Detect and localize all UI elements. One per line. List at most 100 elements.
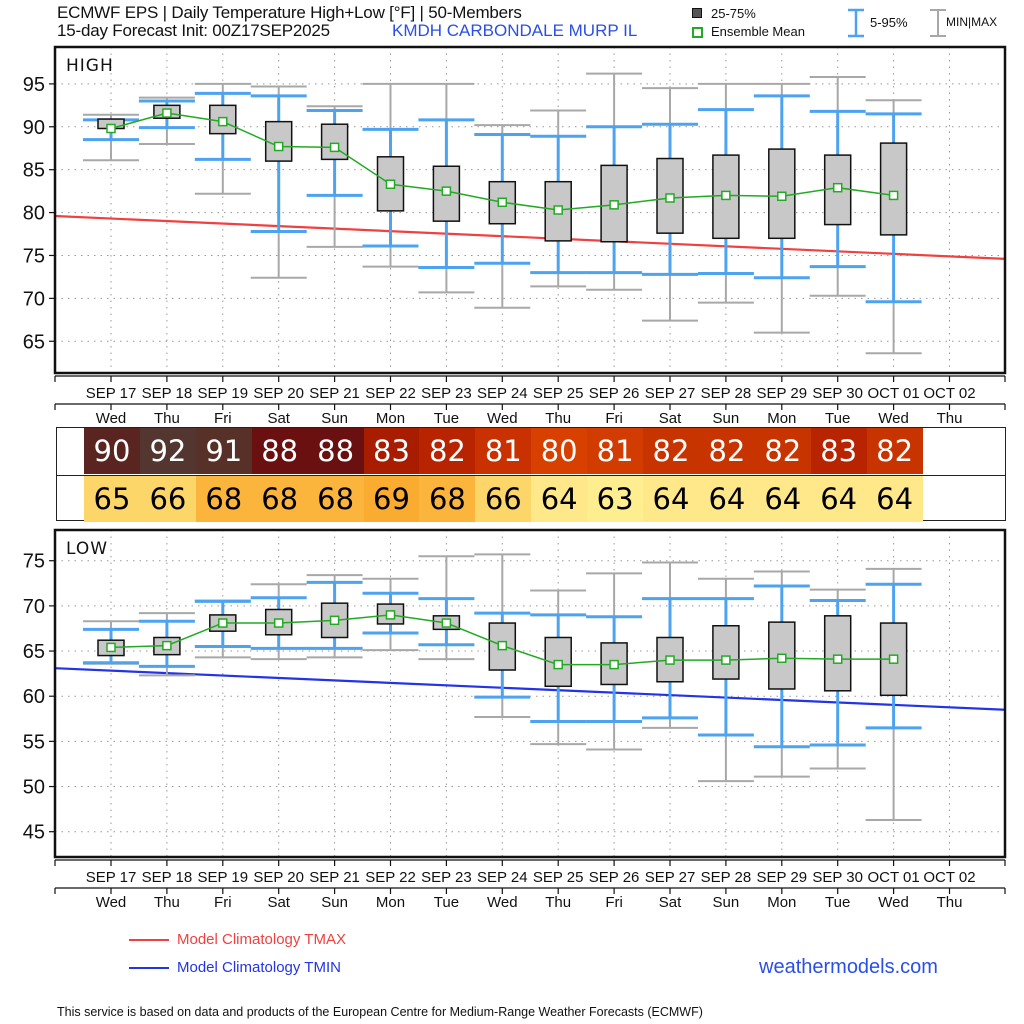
x-date-label: SEP 20: [253, 385, 304, 402]
mean-marker: [497, 197, 508, 208]
x-weekday-label: Wed: [487, 410, 518, 427]
x-date-label: SEP 24: [477, 385, 528, 402]
x-weekday-label: Sun: [321, 410, 348, 427]
forecast-init: 15-day Forecast Init: 00Z17SEP2025: [57, 21, 330, 40]
x-date-label: SEP 25: [533, 869, 584, 886]
y-tick-label: 75: [23, 245, 45, 267]
mean-marker: [273, 141, 284, 152]
x-weekday-label: Thu: [545, 894, 571, 911]
high-value-cell: 91: [195, 428, 252, 474]
low-panel-frame: [53, 528, 1007, 859]
mean-legend-icon: [692, 27, 703, 38]
high-value-cell: 88: [251, 428, 308, 474]
y-tick-label: 70: [23, 596, 45, 618]
x-date-label: SEP 24: [477, 869, 528, 886]
x-weekday-label: Sun: [321, 894, 348, 911]
station-name: KMDH CARBONDALE MURP IL: [392, 21, 638, 40]
high-panel-title: HIGH: [66, 56, 114, 76]
mean-legend-label: Ensemble Mean: [711, 24, 805, 39]
tmax-legend-label: Model Climatology TMAX: [177, 931, 346, 948]
mean-marker: [609, 200, 619, 210]
x-weekday-label: Sat: [267, 894, 290, 911]
brand-link[interactable]: weathermodels.com: [759, 956, 938, 978]
high-value-cell: 81: [587, 428, 644, 474]
low-value-cell: 64: [866, 476, 923, 522]
x-weekday-label: Wed: [96, 894, 127, 911]
x-date-label: SEP 26: [589, 869, 640, 886]
mean-marker: [777, 653, 787, 664]
x-date-label: SEP 19: [197, 869, 248, 886]
low-panel-title: LOW: [66, 539, 108, 559]
x-weekday-label: Thu: [937, 410, 963, 427]
mean-marker: [665, 193, 675, 203]
x-weekday-label: Wed: [487, 894, 518, 911]
mean-marker: [441, 618, 452, 628]
x-date-label: SEP 26: [589, 385, 640, 402]
x-weekday-label: Mon: [376, 894, 405, 911]
high-values-row: 90 92 91 88 88 83 82 81 80 81 82 82 82 83 82: [57, 428, 1005, 474]
x-weekday-label: Wed: [878, 894, 909, 911]
high-value-cell: 90: [84, 428, 140, 474]
mean-marker: [721, 655, 731, 665]
tmin-legend-label: Model Climatology TMIN: [177, 959, 341, 976]
y-tick-label: 50: [23, 777, 45, 799]
high-value-cell: 83: [363, 428, 420, 474]
iqr-box: [264, 120, 293, 162]
mean-marker: [441, 186, 452, 196]
x-weekday-label: Sat: [659, 894, 682, 911]
low-box-sep-28: [697, 577, 754, 783]
low-value-cell: 64: [643, 476, 699, 522]
iqr-box: [712, 625, 740, 680]
low-box-sep-24: [474, 553, 531, 718]
mean-marker: [888, 190, 899, 201]
chart-title: ECMWF EPS | Daily Temperature High+Low […: [57, 3, 522, 22]
x-date-label: SEP 30: [812, 385, 863, 402]
x-weekday-label: Thu: [154, 894, 180, 911]
mean-marker: [162, 108, 172, 118]
y-tick-label: 45: [23, 822, 45, 844]
box-legend-icon: [692, 8, 702, 18]
x-weekday-label: Fri: [214, 894, 232, 911]
x-weekday-label: Tue: [434, 410, 459, 427]
high-climatology-line: [54, 214, 1006, 260]
x-weekday-label: Tue: [434, 894, 459, 911]
low-value-cell: 69: [363, 476, 420, 522]
high-panel: 65 70 75 80 85 90 95 HIGH SEP 17 Wed SEP 18 Thu SEP …: [23, 45, 1007, 427]
x-weekday-label: Mon: [376, 410, 405, 427]
x-weekday-label: Sat: [659, 410, 682, 427]
x-date-label: SEP 18: [142, 385, 193, 402]
iqr-box: [488, 180, 517, 225]
high-value-cell: 88: [307, 428, 364, 474]
mean-marker: [106, 642, 116, 653]
y-tick-label: 55: [23, 731, 45, 753]
x-date-label: SEP 21: [309, 869, 360, 886]
high-panel-frame: [53, 45, 1007, 375]
iqr-box: [823, 615, 852, 692]
x-date-label: SEP 17: [86, 385, 137, 402]
low-value-cell: 63: [587, 476, 644, 522]
y-tick-label: 80: [23, 203, 45, 225]
mean-marker: [553, 205, 563, 215]
y-tick-label: 75: [23, 551, 45, 573]
low-value-cell: 68: [307, 476, 364, 522]
low-box-sep-30: [809, 588, 866, 770]
mean-marker: [273, 618, 284, 628]
x-weekday-label: Thu: [545, 410, 571, 427]
whisker-legend-label: 5-95%: [870, 15, 908, 30]
y-tick-label: 90: [23, 117, 45, 139]
mean-marker: [329, 142, 340, 153]
mean-marker: [888, 654, 899, 664]
low-panel: 45 50 55 60 65 70 75 LOW SEP 17 Wed SEP 18 Thu SEP 1…: [23, 528, 1007, 911]
x-weekday-label: Wed: [878, 410, 909, 427]
mean-marker: [777, 191, 787, 202]
x-date-label: SEP 29: [756, 869, 807, 886]
high-plot-area: [55, 47, 1005, 373]
iqr-box: [879, 142, 908, 236]
x-weekday-label: Fri: [605, 410, 623, 427]
low-values-row: 65 66 68 68 68 69 68 66 64 63 64 64 64 64 64: [57, 475, 1005, 522]
x-weekday-label: Tue: [825, 410, 850, 427]
high-box-sep-18: [138, 96, 195, 145]
mean-marker: [832, 182, 843, 193]
x-date-label: SEP 29: [756, 385, 807, 402]
